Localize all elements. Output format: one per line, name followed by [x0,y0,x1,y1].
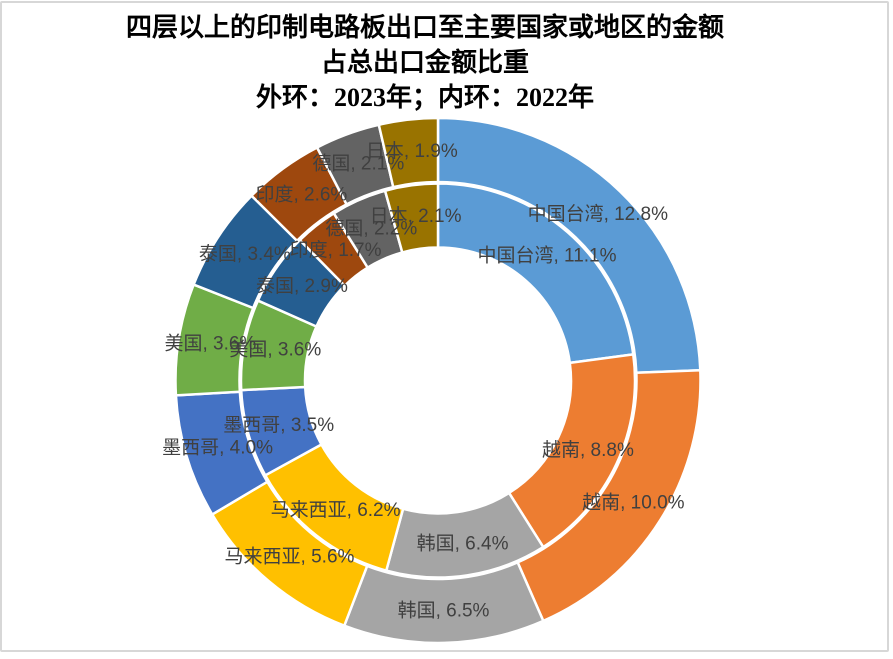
donut-slice-inner-10[interactable] [383,182,440,254]
data-label: 墨西哥, 4.0% [162,437,273,458]
data-label: 马来西亚, 6.2% [271,499,401,521]
data-label: 越南, 8.8% [542,439,634,461]
chart-title-line1: 四层以上的印制电路板出口至主要国家或地区的金额 [125,13,724,42]
data-label: 日本, 1.9% [366,140,458,162]
chart-title-line3: 外环：2023年；内环：2022年 [255,83,594,112]
chart-title: 四层以上的印制电路板出口至主要国家或地区的金额 占总出口金额比重 外环：2023… [0,10,850,115]
data-label: 印度, 1.7% [290,239,382,261]
data-label: 墨西哥, 3.5% [223,415,334,436]
data-label: 日本, 2.1% [370,205,462,227]
data-label: 越南, 10.0% [582,491,685,513]
data-label: 德国, 2.1% [312,153,404,175]
data-label: 印度, 2.6% [255,183,347,205]
data-label: 中国台湾, 12.8% [528,203,669,225]
donut-slice-outer-10[interactable] [377,116,440,189]
data-label: 泰国, 2.9% [256,275,348,297]
data-label: 德国, 2.2% [325,218,417,240]
data-label: 美国, 3.6% [229,339,321,361]
data-label: 美国, 3.6% [164,333,256,355]
data-label: 韩国, 6.4% [417,533,509,555]
data-label: 泰国, 3.4% [199,243,291,265]
chart-title-line2: 占总出口金额比重 [320,48,529,77]
data-label: 马来西亚, 5.6% [225,545,355,567]
data-label: 韩国, 6.5% [398,599,490,621]
data-label: 中国台湾, 11.1% [477,244,616,266]
donut-slice-inner-1[interactable] [436,182,635,365]
